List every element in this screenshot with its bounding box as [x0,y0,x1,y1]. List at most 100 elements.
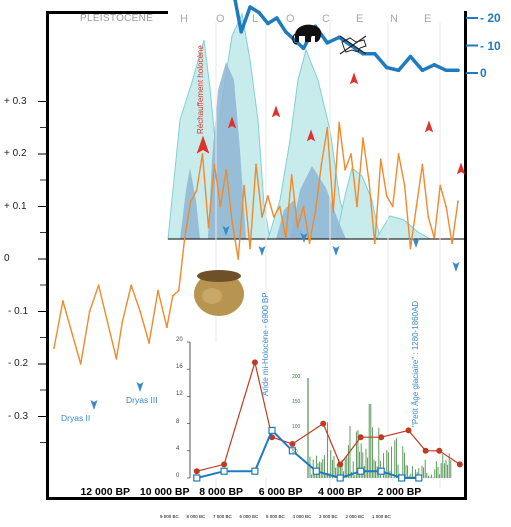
temperature-point [391,205,394,208]
temperature-point [284,237,287,239]
temperature-point [97,284,100,287]
blue-thick-point [325,41,330,45]
inset-blue-square [336,474,344,482]
temperature-point [195,189,198,192]
temperature-point [243,184,246,187]
blue-thick-point [248,5,252,9]
temperature-point [115,357,118,360]
holocene-letter: C [322,13,330,25]
inset-red-point [193,468,200,475]
temperature-point [213,163,216,166]
red-warm-arrow-4 [306,129,316,142]
bc-tick-label: 1 000 BC [372,514,391,519]
temperature-point [225,168,228,171]
temperature-point [183,237,186,239]
temperature-point [201,153,204,155]
temperature-point [421,163,424,166]
inset-tick-label: 0 [176,473,180,479]
temperature-point [166,326,168,329]
blue-thick-point [408,54,413,59]
inset-blue-square [288,447,296,455]
inset-red-point [378,434,385,441]
pleistocene-label: PLEISTOCENE [80,13,154,24]
pot-highlight [202,288,222,304]
temperature-point [219,205,222,208]
left-tick-label: + 0.2 [4,148,27,159]
blue-thick-point [432,63,437,67]
temperature-point [121,321,124,323]
temperature-point [379,158,382,161]
cold-phase-area-4 [290,166,346,239]
inset-blue-square [312,467,320,475]
temperature-point [403,184,406,187]
x-tick-label: 10 000 BP [139,486,190,498]
left-tick-label: - 0.1 [8,305,29,317]
bc-tick-label: 7 000 BC [213,514,232,519]
holocene-letter: O [286,13,295,25]
mammoth-icon [292,24,322,45]
petit-age-annotation: "Petit Âge glaciaire" : 1280-1860AD [411,300,420,427]
blue-thick-point [257,10,261,15]
inset-red-point [436,447,443,454]
rechauffement-annotation: Réchauffement holocène [196,45,205,134]
temperature-point [338,121,341,124]
temperature-point [207,226,210,229]
inset-bg [190,342,305,478]
holocene-letter: L [252,13,259,25]
holocene-letter: E [356,13,364,25]
temperature-point [350,153,352,155]
temperature-point [290,174,293,176]
x-tick-label: 12 000 BP [80,486,131,498]
left-tick-label: + 0.1 [4,200,27,212]
inset-red-point [422,447,429,454]
temperature-point [433,237,436,239]
inset-red-point [405,427,412,434]
blue-thick-point [396,68,401,73]
left-tick-label: 0 [4,253,10,264]
temperature-point [314,210,317,213]
blue-thick-point [275,16,279,20]
forest-tick-label: 50 [292,449,298,455]
red-warm-arrow-3 [271,105,281,118]
temperature-point [397,153,400,155]
x-tick-label: 2 000 BP [377,486,422,498]
forest-tick-label: 150 [292,399,301,405]
inset-tick-label: 8 [176,418,180,425]
temperature-point [344,168,346,171]
temperature-point [249,247,252,250]
temperature-point [62,300,64,302]
pot-rim [197,270,241,282]
temperature-point [356,205,358,208]
x-tick-label: 6 000 BP [258,486,303,498]
red-warm-arrow-6 [424,120,434,133]
temperature-point [451,242,453,245]
blue-thick-point [283,30,288,34]
temperature-point [445,205,447,208]
cross-line-2 [339,35,367,55]
blue-cold-arrow-5 [300,233,308,243]
bc-tick-label: 6 000 BC [239,514,259,519]
temperature-point [70,331,73,334]
temperature-point [261,216,263,218]
inset-red-point [251,359,258,366]
blue-cold-arrow-3 [222,226,230,236]
red-warm-arrow-7 [456,162,466,175]
crossed-animal-icon [339,35,367,55]
inset-blue-square [357,467,365,475]
temperature-point [385,195,388,197]
temperature-point [157,289,159,292]
blue-thick-line [233,0,458,73]
bc-tick-label: 4 000 BC [292,514,312,519]
temperature-point [415,205,418,208]
aride-annotation: Aride mi-Holocène - 6900 BP [261,292,270,396]
holocene-letter: N [390,13,398,25]
inset-tick-label: 20 [176,337,183,343]
blue-thick-point [301,46,306,51]
bc-tick-label: 9 000 BC [160,514,179,519]
temperature-point [106,321,109,323]
bc-tick-label: 8 000 BC [186,514,206,519]
temperature-point [171,294,174,297]
blue-thick-point [384,65,389,70]
temperature-point [332,210,335,213]
